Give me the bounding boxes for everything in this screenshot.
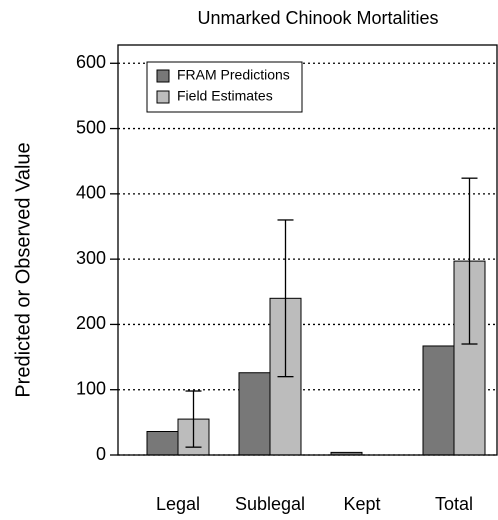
y-tick-label: 400 — [76, 183, 106, 203]
legend-swatch — [156, 90, 170, 104]
x-tick-label: Kept — [343, 494, 380, 514]
x-tick-label: Legal — [156, 494, 200, 514]
y-axis-label: Predicted or Observed Value — [12, 142, 34, 397]
legend-box — [146, 61, 303, 113]
legend-label: FRAM Predictions — [177, 67, 290, 83]
error-bar — [277, 219, 294, 378]
y-tick-label: 600 — [76, 52, 106, 72]
bar — [422, 345, 455, 456]
y-tick-label: 0 — [96, 444, 106, 464]
chart-title: Unmarked Chinook Mortalities — [197, 8, 438, 28]
legend-label: Field Estimates — [177, 88, 273, 104]
y-tick-label: 300 — [76, 248, 106, 268]
y-tick-label: 100 — [76, 378, 106, 398]
x-tick-label: Sublegal — [235, 494, 305, 514]
plot-frame — [117, 44, 498, 456]
y-tick-label: 500 — [76, 117, 106, 137]
error-bar — [461, 177, 478, 345]
legend-swatch — [156, 69, 170, 83]
error-bar — [185, 390, 202, 448]
bar — [146, 430, 179, 456]
y-tick-label: 200 — [76, 313, 106, 333]
x-tick-label: Total — [435, 494, 473, 514]
bar — [238, 372, 271, 456]
